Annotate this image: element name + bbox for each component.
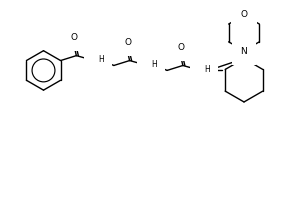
Text: H: H [98,55,104,64]
Text: N: N [146,56,153,65]
Text: H: H [152,60,157,69]
Text: O: O [71,33,78,42]
Text: O: O [241,10,248,19]
Text: N: N [93,51,100,60]
Text: N: N [241,47,248,56]
Text: O: O [177,43,184,52]
Text: H: H [205,65,210,74]
Text: N: N [199,61,206,70]
Text: O: O [124,38,131,47]
